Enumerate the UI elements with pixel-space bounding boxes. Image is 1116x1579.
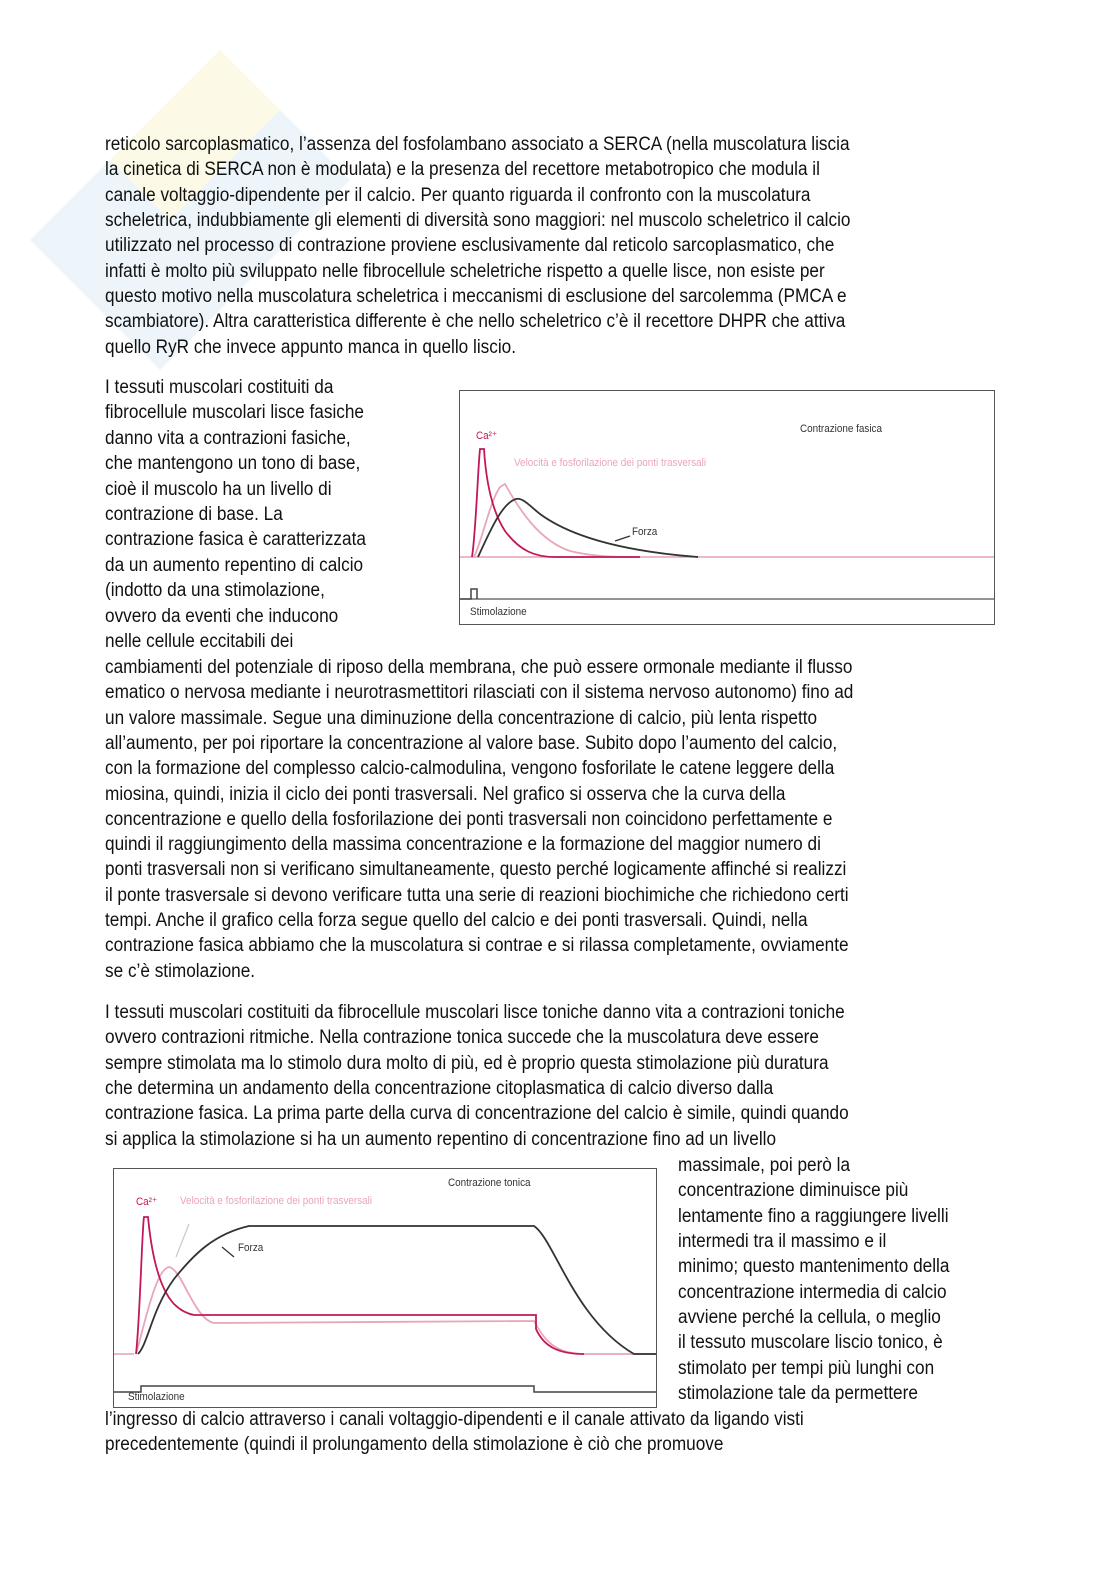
force-label: Forza [632,526,658,538]
text-line: concentrazione intermedia di calcio [678,1281,947,1303]
text-line: all’aumento, per poi riportare la concen… [105,732,838,754]
text-line: ovvero contrazioni ritmiche. Nella contr… [105,1027,819,1049]
text-line: quindi il raggiungimento della massima c… [105,834,821,856]
text-line: canale voltaggio-dipendente per il calci… [105,184,811,206]
text-line: concentrazione e quello della fosforilaz… [105,808,833,830]
text-line: quello RyR che invece appunto manca in q… [105,336,517,358]
text-line: da un aumento repentino di calcio [105,554,364,576]
text-line: stimolato per tempi più lunghi con [678,1357,935,1379]
text-line: lentamente fino a raggiungere livelli [678,1205,949,1227]
stimulation-label: Stimolazione [128,1391,185,1403]
force-label: Forza [238,1242,264,1254]
text-line: sempre stimolata ma lo stimolo dura molt… [105,1052,829,1074]
figure-title: Contrazione fasica [800,423,882,435]
text-line: contrazione di base. La [105,504,283,525]
text-line: contrazione fasica è caratterizzata [105,529,366,551]
text-line: che mantengono un tono di base, [105,453,361,475]
stimulation-label: Stimolazione [470,606,527,618]
force-pointer [614,535,631,542]
force-curve [477,497,699,558]
calcium-curve [135,1216,585,1355]
text-line: il ponte trasversale si devono verificar… [105,884,849,906]
text-line: si applica la stimolazione si ha un aume… [105,1128,777,1150]
text-line: ovvero da eventi che inducono [105,605,339,627]
text-line: reticolo sarcoplasmatico, l’assenza del … [105,134,850,155]
text-line: cioè il muscolo ha un livello di [105,478,332,500]
text-line: cambiamenti del potenziale di riposo del… [105,657,853,678]
text-line: massimale, poi però la [678,1155,851,1176]
force-pointer [221,1246,235,1258]
stimulation-trace [460,588,478,600]
text-line: infatti è molto più sviluppato nelle fib… [105,260,825,282]
force-curve [137,1225,656,1355]
text-line: il tessuto muscolare liscio tonico, è [678,1332,943,1354]
text-line: ematico o nervosa mediante i neurotrasme… [105,682,854,704]
figure-title: Contrazione tonica [448,1177,531,1189]
text-line: utilizzato nel processo di contrazione p… [105,235,835,257]
text-line: I tessuti muscolari costituiti da fibroc… [105,1002,845,1023]
text-line: concentrazione diminuisce più [678,1180,909,1202]
text-line: con la formazione del complesso calcio-c… [105,758,835,780]
text-line: scambiatore). Altra caratteristica diffe… [105,311,846,333]
text-line: un valore massimale. Segue una diminuzio… [105,707,818,729]
text-line: stimolazione tale da permettere [678,1383,918,1405]
text-line: questo motivo nella muscolatura scheletr… [105,286,847,308]
text-line: (indotto da una stimolazione, [105,580,325,602]
velocity-label: Velocità e fosforilazione dei ponti tras… [180,1195,373,1207]
velocity-pointer [175,1223,190,1258]
calcium-curve [471,448,640,558]
text-line: se c’è stimolazione. [105,960,256,982]
text-line: miosina, quindi, inizia il ciclo dei pon… [105,783,786,805]
figure-phasic-contraction: Contrazione fasica Ca²⁺ Velocità e fosfo… [459,390,995,625]
text-line: l’ingresso di calcio attraverso i canali… [105,1408,804,1430]
text-line: avviene perché la cellula, o meglio [678,1307,941,1329]
text-line: danno vita a contrazioni fasiche, [105,427,351,449]
text-line: ponti trasversali non si verificano simu… [105,859,847,881]
calcium-label: Ca²⁺ [476,430,498,442]
text-line: contrazione fasica abbiamo che la muscol… [105,935,849,957]
text-line: nelle cellule eccitabili dei [105,631,294,652]
text-line: la cinetica di SERCA non è modulata) e l… [105,159,820,181]
watermark-logo [30,50,350,370]
text-line: precedentemente (quindi il prolungamento… [105,1433,724,1455]
stimulation-trace [114,1385,656,1393]
calcium-label: Ca²⁺ [136,1196,158,1208]
velocity-curve [135,1266,656,1355]
figure-tonic-contraction: Contrazione tonica Ca²⁺ Velocità e fosfo… [113,1168,657,1408]
text-line: che determina un andamento della concent… [105,1078,774,1100]
velocity-curve [473,482,636,558]
text-line: fibrocellule muscolari lisce fasiche [105,402,364,424]
text-line: minimo; questo mantenimento della [678,1256,950,1278]
text-line: tempi. Anche il grafico cella forza segu… [105,910,808,931]
text-line: I tessuti muscolari costituiti da [105,377,334,398]
velocity-label: Velocità e fosforilazione dei ponti tras… [514,457,707,469]
text-line: intermedi tra il massimo e il [678,1231,887,1253]
text-line: scheletrica, indubbiamente gli elementi … [105,210,851,232]
text-line: contrazione fasica. La prima parte della… [105,1103,849,1125]
